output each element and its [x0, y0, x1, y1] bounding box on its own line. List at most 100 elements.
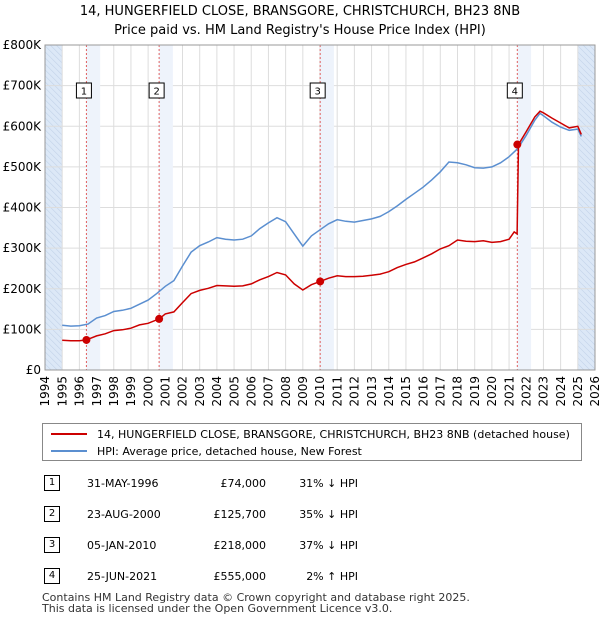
shaded-hatch: [577, 147, 596, 166]
x-tick-label: 2026: [588, 376, 600, 407]
shaded-hatch: [44, 291, 63, 310]
transaction-hpi: 2% ↑ HPI: [306, 570, 358, 583]
x-tick-label: 2003: [193, 376, 207, 407]
shaded-hatch: [577, 297, 596, 316]
shaded-hatch: [44, 363, 52, 371]
shaded-hatch: [44, 141, 63, 160]
shaded-hatch: [44, 45, 63, 64]
y-tick-label: £500K: [3, 160, 43, 174]
shaded-hatch: [44, 357, 58, 371]
chart-subtitle: Price paid vs. HM Land Registry's House …: [114, 23, 486, 38]
x-tick-label: 2009: [296, 376, 310, 407]
legend-swatch-property: [51, 433, 87, 435]
shaded-hatch: [44, 321, 63, 340]
shaded-hatch: [577, 69, 596, 88]
shaded-hatch: [44, 51, 63, 70]
x-tick-label: 2006: [244, 376, 258, 407]
shaded-hatch: [577, 183, 596, 202]
x-tick-label: 1996: [73, 376, 87, 407]
x-tick-label: 2004: [210, 376, 224, 407]
shaded-hatch: [577, 177, 596, 196]
sale-point: [513, 140, 522, 149]
transaction-marker: 1: [44, 475, 60, 491]
shaded-hatch: [44, 87, 63, 106]
transaction-row: 2 23-AUG-2000 £125,700 35% ↓ HPI: [42, 506, 582, 524]
shaded-hatch: [577, 219, 596, 238]
shaded-hatch: [44, 81, 63, 100]
transaction-row: 1 31-MAY-1996 £74,000 31% ↓ HPI: [42, 475, 582, 493]
shaded-hatch: [577, 291, 596, 310]
sale-point: [82, 335, 91, 344]
shaded-hatch: [44, 171, 63, 190]
sale-marker-box: [75, 82, 92, 99]
shaded-hatch: [44, 297, 63, 316]
shaded-hatch: [44, 207, 63, 226]
transaction-row: 3 05-JAN-2010 £218,000 37% ↓ HPI: [42, 537, 582, 555]
sale-point: [316, 277, 325, 286]
shaded-hatch: [577, 189, 596, 208]
shaded-hatch: [577, 93, 596, 112]
x-tick-label: 2019: [468, 376, 482, 407]
sale-band: [320, 45, 334, 370]
transaction-marker: 3: [44, 537, 60, 553]
transaction-date: 05-JAN-2010: [87, 539, 157, 552]
shaded-hatch: [577, 261, 596, 280]
shaded-hatch: [44, 249, 63, 268]
shaded-hatch: [577, 105, 596, 124]
shaded-hatch: [577, 201, 596, 220]
y-tick-label: £300K: [3, 241, 43, 255]
x-tick-label: 1995: [55, 376, 69, 407]
shaded-hatch: [44, 243, 63, 262]
shaded-hatch: [577, 63, 596, 82]
shaded-hatch: [577, 309, 596, 328]
shaded-hatch: [577, 81, 596, 100]
x-tick-label: 1999: [124, 376, 138, 407]
shaded-hatch: [44, 129, 63, 148]
transaction-hpi: 31% ↓ HPI: [299, 477, 358, 490]
legend: 14, HUNGERFIELD CLOSE, BRANSGORE, CHRIST…: [42, 423, 582, 461]
shaded-hatch: [577, 135, 596, 154]
shaded-hatch: [588, 44, 596, 52]
shaded-hatch: [55, 44, 63, 52]
shaded-hatch: [577, 267, 596, 286]
footer-licence: This data is licensed under the Open Gov…: [42, 602, 393, 615]
shaded-hatch: [44, 189, 63, 208]
shaded-hatch: [44, 219, 63, 238]
x-tick-label: 2015: [399, 376, 413, 407]
plot-frame: [44, 44, 596, 371]
shaded-hatch: [44, 195, 63, 214]
shaded-hatch: [577, 231, 596, 250]
legend-label-hpi: HPI: Average price, detached house, New …: [97, 444, 362, 458]
shaded-hatch: [577, 171, 596, 190]
shaded-hatch: [577, 351, 596, 370]
y-tick-label: £100K: [3, 322, 43, 336]
shaded-hatch: [44, 339, 63, 358]
shaded-hatch: [44, 231, 63, 250]
price-chart: £0 £100K £200K £300K £400K £500K £600K £700K £80…: [3, 38, 600, 407]
shaded-hatch: [577, 357, 591, 371]
x-tick-label: 1997: [90, 376, 104, 407]
shaded-hatch: [577, 363, 585, 371]
x-tick-label: 2023: [537, 376, 551, 407]
shaded-hatch: [44, 159, 63, 178]
shaded-hatch: [577, 249, 596, 268]
legend-item-hpi: HPI: Average price, detached house, New …: [51, 443, 362, 459]
shaded-hatch: [44, 147, 63, 166]
shaded-hatch: [577, 51, 596, 70]
transaction-hpi: 35% ↓ HPI: [299, 508, 358, 521]
legend-label-property: 14, HUNGERFIELD CLOSE, BRANSGORE, CHRIST…: [97, 427, 570, 441]
shaded-hatch: [577, 213, 596, 232]
sale-point: [155, 314, 164, 323]
shaded-hatch: [49, 44, 63, 58]
shaded-hatch: [44, 255, 63, 274]
shaded-hatch: [577, 159, 596, 178]
shaded-hatch: [44, 69, 63, 88]
shaded-hatch: [577, 141, 596, 160]
shaded-hatch: [44, 153, 63, 172]
sale-marker-label: 4: [512, 87, 518, 98]
x-tick-label: 2007: [262, 376, 276, 407]
x-tick-label: 2022: [519, 376, 533, 407]
x-tick-label: 1994: [38, 376, 52, 407]
transaction-price: £125,700: [213, 508, 267, 521]
x-tick-label: 2002: [176, 376, 190, 407]
